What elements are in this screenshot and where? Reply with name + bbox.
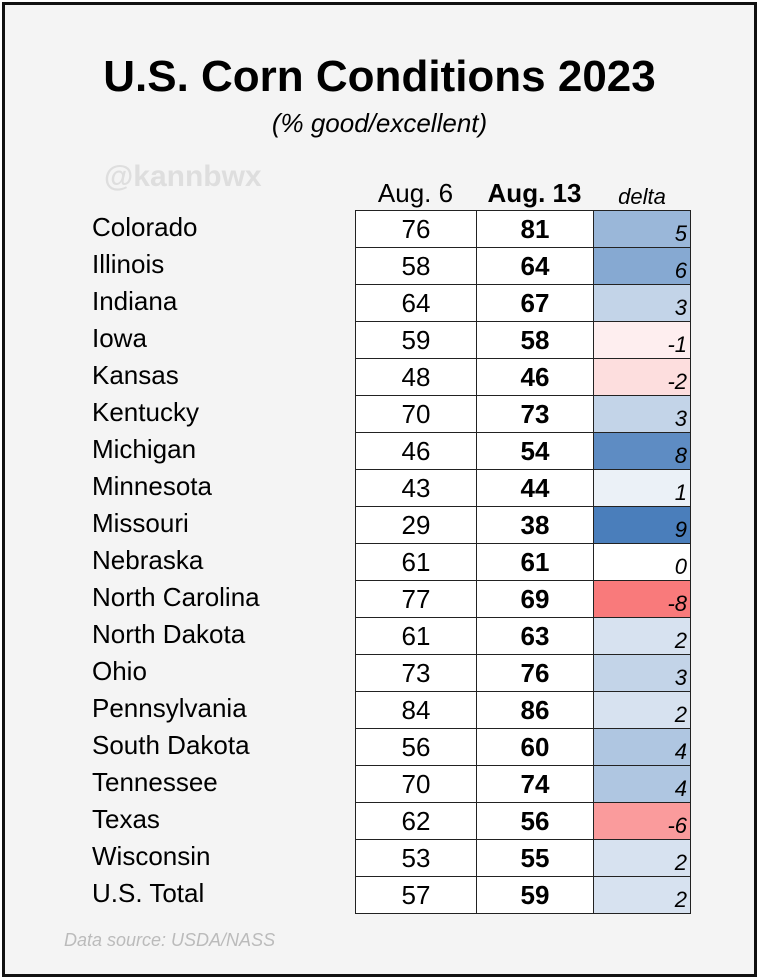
state-label: Wisconsin [92,841,211,871]
delta-value: 9 [593,506,691,543]
state-label: Pennsylvania [92,693,247,723]
delta-value: 6 [593,247,691,284]
aug13-value: 64 [476,247,593,284]
delta-value: 2 [593,617,691,654]
column-header-aug13: Aug. 13 [487,178,582,208]
state-label: Missouri [92,508,189,538]
state-label: Ohio [92,656,147,686]
aug6-value: 46 [355,432,476,469]
state-label: Michigan [92,434,197,464]
state-label: Tennessee [92,767,218,797]
delta-value: 8 [593,432,691,469]
aug6-value: 59 [355,321,476,358]
state-label: Nebraska [92,545,204,575]
watermark: @kannbwx [104,160,262,193]
delta-value: 3 [593,395,691,432]
state-label: Texas [92,804,160,834]
aug6-value: 43 [355,469,476,506]
aug6-value: 48 [355,358,476,395]
state-label: Minnesota [92,471,212,501]
aug13-value: 73 [476,395,593,432]
state-label: Illinois [92,249,165,279]
state-label: South Dakota [92,730,250,760]
delta-value: -6 [593,802,691,839]
state-label: North Dakota [92,619,246,649]
delta-value: 3 [593,284,691,321]
aug13-value: 60 [476,728,593,765]
aug6-value: 53 [355,839,476,876]
chart-subtitle: (% good/excellent) [271,108,488,138]
aug13-value: 74 [476,765,593,802]
delta-value: 1 [593,469,691,506]
aug6-value: 61 [355,617,476,654]
aug6-value: 61 [355,543,476,580]
aug6-value: 76 [355,210,476,247]
state-label: Kansas [92,360,179,390]
aug6-value: 73 [355,654,476,691]
aug13-value: 59 [476,876,593,913]
aug6-value: 84 [355,691,476,728]
aug13-value: 63 [476,617,593,654]
delta-value: 2 [593,691,691,728]
delta-value: 2 [593,839,691,876]
aug13-value: 61 [476,543,593,580]
aug6-value: 29 [355,506,476,543]
state-label: Colorado [92,212,198,242]
state-label: Kentucky [92,397,199,427]
aug13-value: 38 [476,506,593,543]
delta-value: 3 [593,654,691,691]
aug13-value: 55 [476,839,593,876]
aug13-value: 58 [476,321,593,358]
aug6-value: 58 [355,247,476,284]
aug6-value: 70 [355,765,476,802]
state-label: North Carolina [92,582,260,612]
delta-value: -2 [593,358,691,395]
aug13-value: 69 [476,580,593,617]
delta-value: 2 [593,876,691,913]
aug6-value: 70 [355,395,476,432]
column-header-aug6: Aug. 6 [377,178,454,208]
delta-value: 4 [593,765,691,802]
delta-value: -1 [593,321,691,358]
aug13-value: 46 [476,358,593,395]
state-label: Iowa [92,323,147,353]
state-label: U.S. Total [92,878,205,908]
state-label: Indiana [92,286,178,316]
aug13-value: 76 [476,654,593,691]
data-source-note: Data source: USDA/NASS [64,930,276,950]
aug13-value: 56 [476,802,593,839]
delta-value: -8 [593,580,691,617]
delta-value: 5 [593,210,691,247]
aug6-value: 77 [355,580,476,617]
table-bottom-border [355,913,691,914]
aug6-value: 64 [355,284,476,321]
column-header-delta: delta [618,184,666,209]
aug13-value: 67 [476,284,593,321]
delta-value: 0 [593,543,691,580]
delta-value: 4 [593,728,691,765]
aug13-value: 81 [476,210,593,247]
aug6-value: 56 [355,728,476,765]
aug13-value: 44 [476,469,593,506]
aug6-value: 57 [355,876,476,913]
aug6-value: 62 [355,802,476,839]
aug13-value: 86 [476,691,593,728]
aug13-value: 54 [476,432,593,469]
chart-title: U.S. Corn Conditions 2023 [103,52,656,101]
